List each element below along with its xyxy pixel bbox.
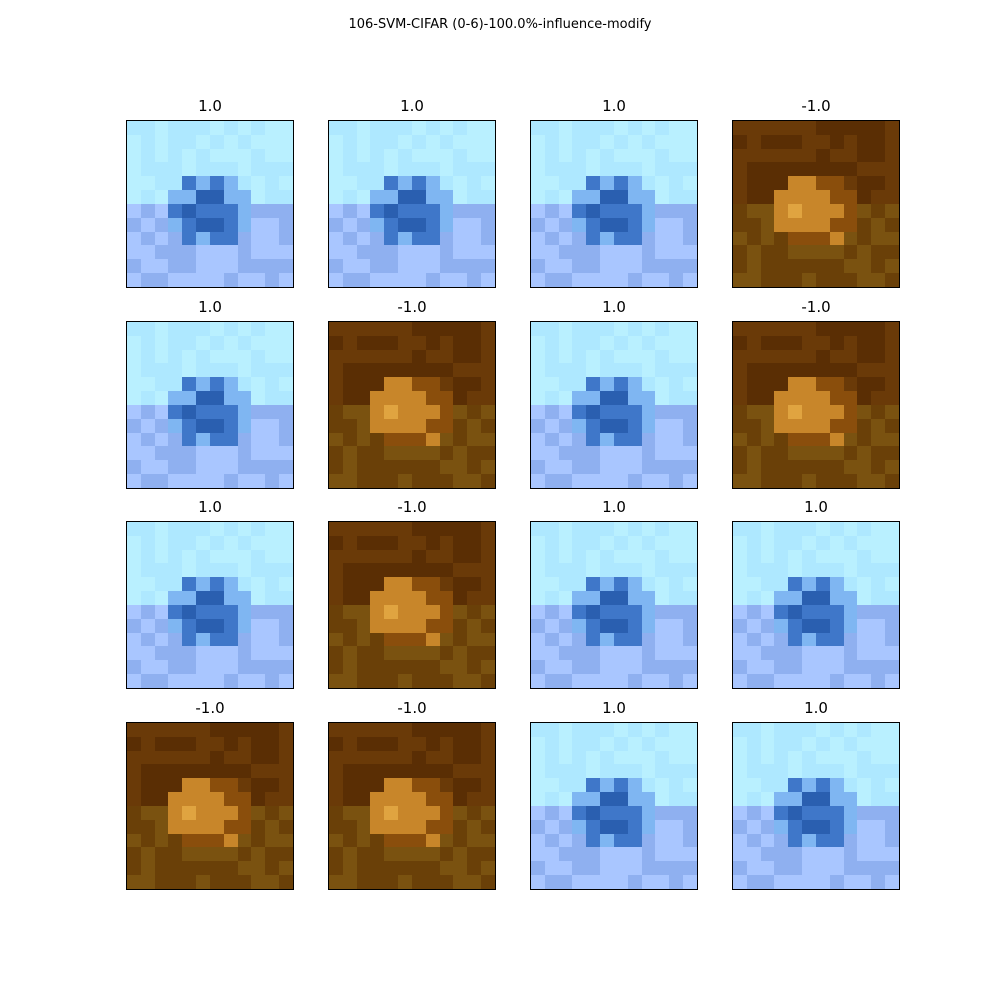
panel-label: -1.0 xyxy=(397,699,427,717)
image-panel: -1.0 xyxy=(732,297,900,489)
panel-label: 1.0 xyxy=(602,97,626,115)
image-panel: 1.0 xyxy=(530,698,698,890)
panel-image xyxy=(126,722,294,890)
image-panel: -1.0 xyxy=(328,297,496,489)
figure-title: 106-SVM-CIFAR (0-6)-100.0%-influence-mod… xyxy=(348,17,652,32)
panel-image xyxy=(530,521,698,689)
panel-image xyxy=(732,722,900,890)
image-panel: 1.0 xyxy=(530,497,698,689)
panel-image xyxy=(732,521,900,689)
image-panel: -1.0 xyxy=(732,96,900,288)
panel-image xyxy=(126,120,294,288)
panel-label: 1.0 xyxy=(198,498,222,516)
panel-label: -1.0 xyxy=(397,298,427,316)
panel-label: -1.0 xyxy=(801,97,831,115)
image-panel: 1.0 xyxy=(328,96,496,288)
image-panel: 1.0 xyxy=(732,698,900,890)
panel-image xyxy=(732,120,900,288)
panel-label: 1.0 xyxy=(602,298,626,316)
panel-image xyxy=(328,722,496,890)
panel-label: 1.0 xyxy=(198,298,222,316)
image-panel: 1.0 xyxy=(530,96,698,288)
image-panel: 1.0 xyxy=(530,297,698,489)
panel-image xyxy=(530,321,698,489)
panel-label: 1.0 xyxy=(400,97,424,115)
panel-label: 1.0 xyxy=(198,97,222,115)
image-panel: 1.0 xyxy=(732,497,900,689)
panel-label: 1.0 xyxy=(602,498,626,516)
panel-image xyxy=(530,722,698,890)
panel-label: 1.0 xyxy=(804,498,828,516)
panel-image xyxy=(126,321,294,489)
image-panel: -1.0 xyxy=(328,698,496,890)
image-panel: 1.0 xyxy=(126,297,294,489)
panel-image xyxy=(126,521,294,689)
panel-label: -1.0 xyxy=(397,498,427,516)
image-panel: -1.0 xyxy=(126,698,294,890)
panel-label: -1.0 xyxy=(195,699,225,717)
panel-label: -1.0 xyxy=(801,298,831,316)
panel-image xyxy=(328,321,496,489)
panel-image xyxy=(328,120,496,288)
panel-image xyxy=(328,521,496,689)
panel-image xyxy=(530,120,698,288)
panel-image xyxy=(732,321,900,489)
image-panel: -1.0 xyxy=(328,497,496,689)
panel-label: 1.0 xyxy=(602,699,626,717)
image-panel: 1.0 xyxy=(126,96,294,288)
panel-label: 1.0 xyxy=(804,699,828,717)
image-panel: 1.0 xyxy=(126,497,294,689)
